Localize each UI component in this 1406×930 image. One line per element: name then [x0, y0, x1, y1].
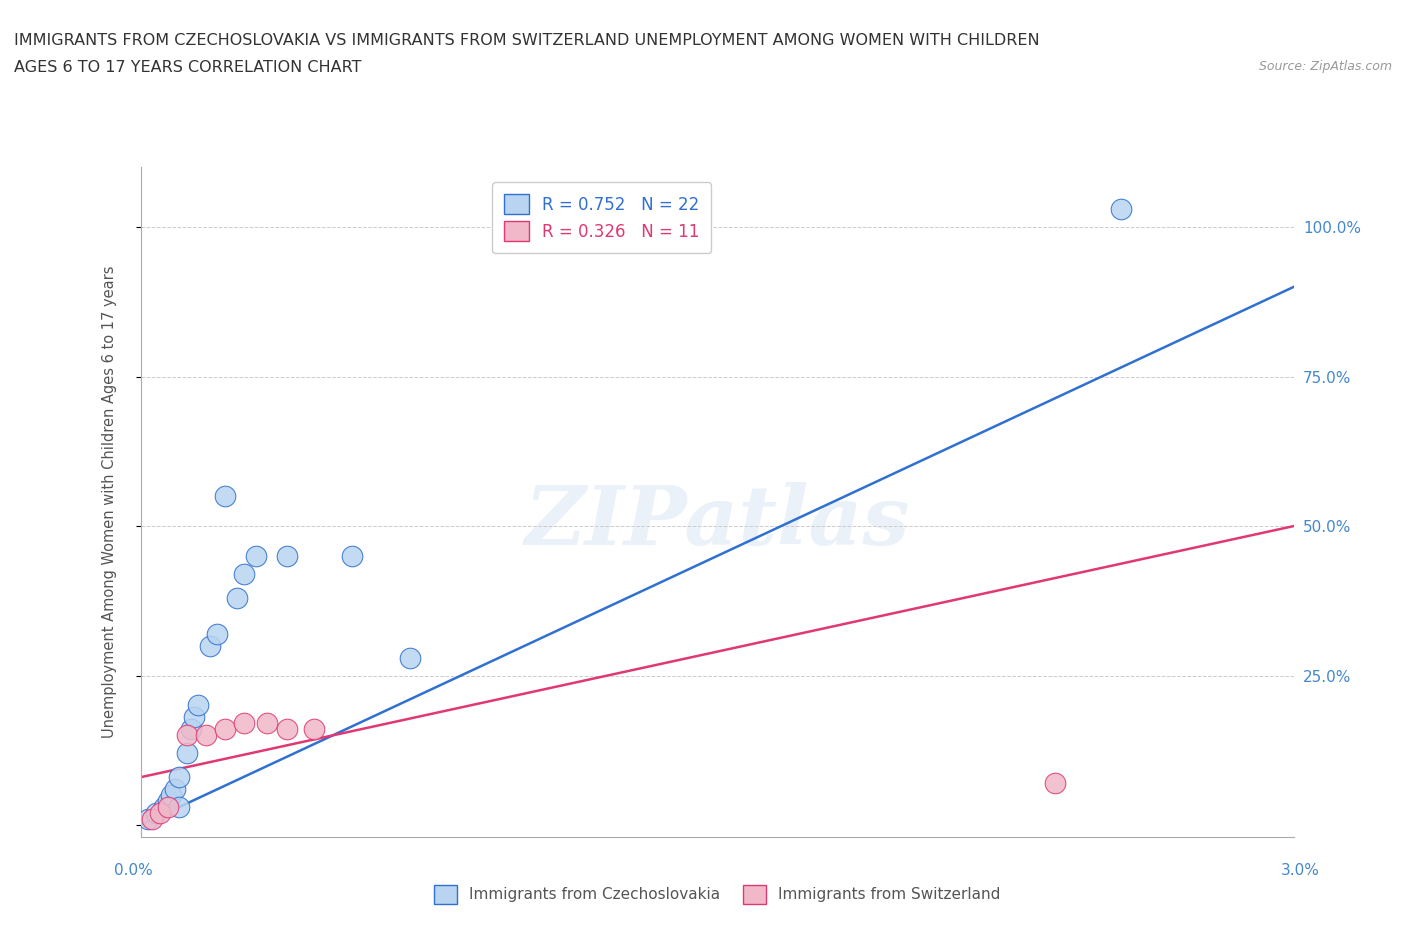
- Point: [145, 805, 167, 820]
- Point: [198, 638, 221, 653]
- Point: [214, 489, 236, 504]
- Point: [167, 800, 190, 815]
- Point: [152, 800, 174, 815]
- Point: [276, 549, 298, 564]
- Point: [340, 549, 363, 564]
- Point: [233, 566, 256, 581]
- Text: Source: ZipAtlas.com: Source: ZipAtlas.com: [1258, 60, 1392, 73]
- Point: [207, 626, 229, 641]
- Point: [225, 591, 247, 605]
- Point: [136, 812, 159, 827]
- Point: [245, 549, 267, 564]
- Point: [141, 812, 163, 827]
- Text: AGES 6 TO 17 YEARS CORRELATION CHART: AGES 6 TO 17 YEARS CORRELATION CHART: [14, 60, 361, 75]
- Point: [187, 698, 209, 713]
- Text: ZIPatlas: ZIPatlas: [524, 483, 910, 563]
- Point: [1109, 202, 1132, 217]
- Point: [180, 722, 202, 737]
- Point: [233, 716, 256, 731]
- Point: [160, 788, 183, 803]
- Point: [156, 793, 179, 808]
- Point: [1045, 776, 1067, 790]
- Point: [302, 722, 325, 737]
- Point: [276, 722, 298, 737]
- Text: 3.0%: 3.0%: [1281, 863, 1320, 878]
- Text: 0.0%: 0.0%: [114, 863, 153, 878]
- Point: [194, 728, 217, 743]
- Legend: Immigrants from Czechoslovakia, Immigrants from Switzerland: Immigrants from Czechoslovakia, Immigran…: [427, 879, 1007, 910]
- Point: [167, 770, 190, 785]
- Point: [183, 710, 205, 724]
- Point: [176, 728, 198, 743]
- Point: [398, 650, 420, 665]
- Point: [156, 800, 179, 815]
- Point: [149, 805, 172, 820]
- Y-axis label: Unemployment Among Women with Children Ages 6 to 17 years: Unemployment Among Women with Children A…: [103, 266, 117, 738]
- Point: [256, 716, 278, 731]
- Text: IMMIGRANTS FROM CZECHOSLOVAKIA VS IMMIGRANTS FROM SWITZERLAND UNEMPLOYMENT AMONG: IMMIGRANTS FROM CZECHOSLOVAKIA VS IMMIGR…: [14, 33, 1039, 47]
- Point: [176, 746, 198, 761]
- Point: [214, 722, 236, 737]
- Point: [165, 782, 187, 797]
